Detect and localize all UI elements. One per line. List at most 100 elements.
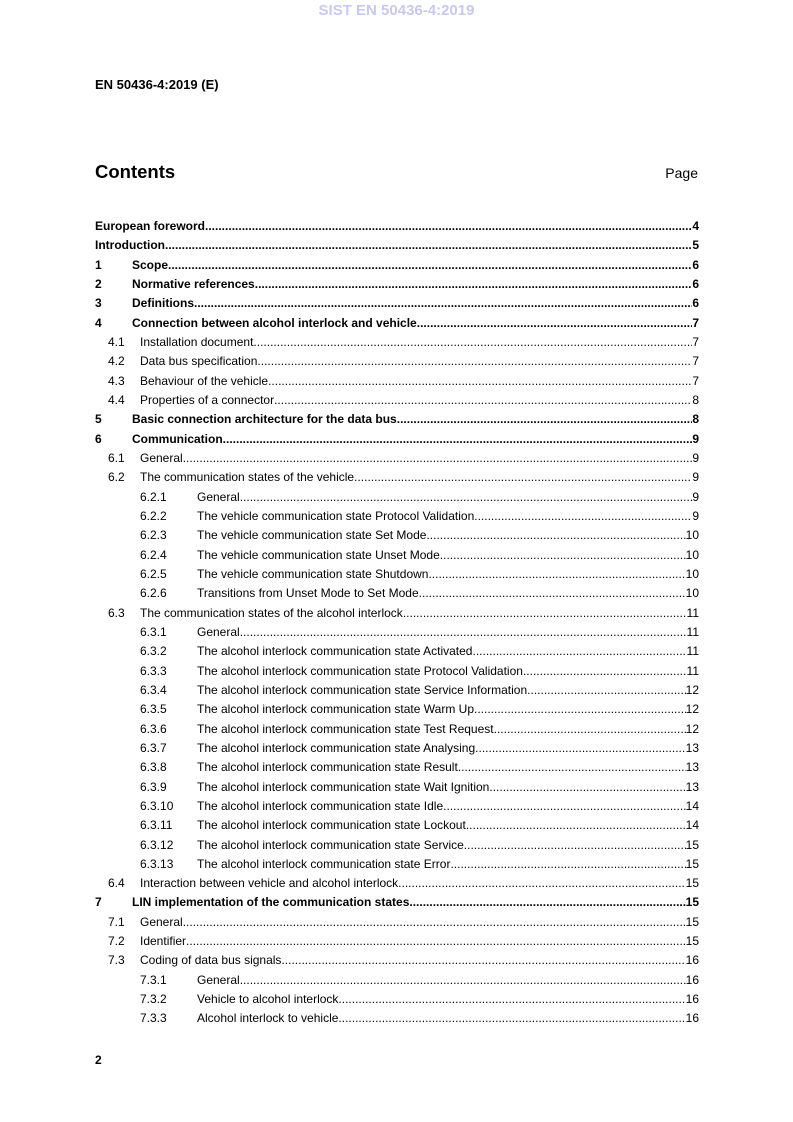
toc-entry[interactable]: 6.3.8 The alcohol interlock communication… — [95, 760, 699, 779]
toc-entry-title[interactable]: The alcohol interlock communication stat… — [197, 779, 490, 794]
toc-entry[interactable]: 6.3.1 General 11 — [95, 625, 699, 644]
toc-entry-title[interactable]: The vehicle communication state Unset Mo… — [197, 547, 440, 562]
toc-entry-title[interactable]: Behaviour of the vehicle — [140, 373, 269, 388]
toc-entry[interactable]: 7.1 General 15 — [95, 915, 699, 934]
toc-entry-page: 9 — [692, 489, 699, 504]
toc-entry[interactable]: 6.3.5 The alcohol interlock communication… — [95, 702, 699, 721]
toc-entry[interactable]: 5 Basic connection architecture for the d… — [95, 412, 699, 431]
dot-leader — [205, 219, 692, 233]
toc-entry-title[interactable]: The alcohol interlock communication stat… — [197, 682, 528, 697]
toc-entry-title[interactable]: The alcohol interlock communication stat… — [197, 798, 444, 813]
toc-entry-title[interactable]: The alcohol interlock communication stat… — [197, 644, 473, 659]
toc-entry[interactable]: 1 Scope 6 — [95, 258, 699, 277]
toc-entry[interactable]: 6.3.10 The alcohol interlock communicatio… — [95, 799, 699, 818]
toc-entry-number: 6.3.8 — [140, 760, 167, 775]
toc-entry[interactable]: 6.4 Interaction between vehicle and alcoh… — [95, 876, 699, 895]
toc-entry[interactable]: Introduction 5 — [95, 238, 699, 257]
toc-entry[interactable]: 6.2.4 The vehicle communication state Uns… — [95, 548, 699, 567]
toc-entry[interactable]: 4.3 Behaviour of the vehicle 7 — [95, 374, 699, 393]
toc-entry-page: 13 — [685, 740, 699, 755]
toc-entry[interactable]: 4.1 Installation document 7 — [95, 335, 699, 354]
toc-entry[interactable]: 7 LIN implementation of the communication… — [95, 895, 699, 914]
toc-entry-title[interactable]: General — [197, 489, 240, 504]
toc-entry-title[interactable]: The alcohol interlock communication stat… — [197, 702, 474, 717]
toc-entry[interactable]: 6.3.4 The alcohol interlock communication… — [95, 683, 699, 702]
toc-entry-title[interactable]: General — [197, 624, 240, 639]
toc-entry-number: 6.3.1 — [140, 624, 167, 639]
dot-leader — [417, 316, 693, 330]
toc-entry[interactable]: 4.4 Properties of a connector 8 — [95, 393, 699, 412]
toc-entry-title[interactable]: Transitions from Unset Mode to Set Mode — [197, 586, 419, 601]
toc-entry-title[interactable]: Scope — [132, 257, 169, 272]
toc-entry[interactable]: 6.2.5 The vehicle communication state Shu… — [95, 567, 699, 586]
toc-entry[interactable]: 6.2.1 General 9 — [95, 490, 699, 509]
toc-entry-title[interactable]: Introduction — [95, 238, 165, 253]
toc-entry[interactable]: 6.3.12 The alcohol interlock communicatio… — [95, 838, 699, 857]
toc-entry-title[interactable]: The alcohol interlock communication stat… — [197, 721, 494, 736]
toc-entry[interactable]: European foreword 4 — [95, 219, 699, 238]
toc-entry[interactable]: 4.2 Data bus specification 7 — [95, 354, 699, 373]
toc-entry[interactable]: 7.2 Identifier 15 — [95, 934, 699, 953]
toc-entry-title[interactable]: The vehicle communication state Set Mode — [197, 528, 427, 543]
toc-entry[interactable]: 6.3 The communication states of the alcoh… — [95, 606, 699, 625]
toc-entry[interactable]: 6.3.11 The alcohol interlock communicatio… — [95, 818, 699, 837]
toc-entry-title[interactable]: The alcohol interlock communication stat… — [197, 856, 451, 871]
toc-entry-title[interactable]: General — [197, 972, 240, 987]
toc-entry[interactable]: 6.3.7 The alcohol interlock communication… — [95, 741, 699, 760]
toc-entry-title[interactable]: Interaction between vehicle and alcohol … — [140, 876, 399, 891]
toc-entry[interactable]: 7.3.2 Vehicle to alcohol interlock 16 — [95, 992, 699, 1011]
toc-entry-title[interactable]: Alcohol interlock to vehicle — [197, 1011, 339, 1026]
toc-entry-title[interactable]: The alcohol interlock communication stat… — [197, 837, 464, 852]
toc-entry-title[interactable]: The vehicle communication state Shutdown — [197, 566, 429, 581]
toc-entry[interactable]: 6.3.6 The alcohol interlock communication… — [95, 722, 699, 741]
toc-entry-title[interactable]: The vehicle communication state Protocol… — [197, 508, 475, 523]
toc-entry-title[interactable]: Connection between alcohol interlock and… — [132, 315, 417, 330]
toc-entry-title[interactable]: European foreword — [95, 219, 206, 233]
toc-entry[interactable]: 6 Communication 9 — [95, 432, 699, 451]
toc-entry-title[interactable]: General — [140, 450, 183, 465]
toc-entry-title[interactable]: Coding of data bus signals — [140, 953, 282, 968]
toc-entry-title[interactable]: Data bus specification — [140, 354, 258, 369]
toc-entry-title[interactable]: The alcohol interlock communication stat… — [197, 740, 476, 755]
toc-entry[interactable]: 7.3.1 General 16 — [95, 973, 699, 992]
dot-leader — [466, 818, 686, 832]
toc-entry-page: 6 — [692, 296, 699, 311]
dot-leader — [494, 722, 686, 736]
toc-entry[interactable]: 6.3.2 The alcohol interlock communication… — [95, 644, 699, 663]
toc-entry[interactable]: 3 Definitions 6 — [95, 296, 699, 315]
toc-entry-number: 6.2.4 — [140, 547, 167, 562]
toc-entry-title[interactable]: LIN implementation of the communication … — [132, 895, 410, 910]
toc-entry[interactable]: 6.2.3 The vehicle communication state Set… — [95, 528, 699, 547]
toc-entry-title[interactable]: Basic connection architecture for the da… — [132, 412, 397, 427]
toc-entry-title[interactable]: The communication states of the vehicle — [140, 470, 355, 485]
toc-entry-title[interactable]: The alcohol interlock communication stat… — [197, 663, 523, 678]
toc-entry-title[interactable]: The alcohol interlock communication stat… — [197, 760, 458, 775]
toc-entry-title[interactable]: Communication — [132, 431, 223, 446]
toc-entry-title[interactable]: Normative references — [132, 276, 255, 291]
toc-entry-title[interactable]: Vehicle to alcohol interlock — [197, 992, 339, 1007]
toc-entry[interactable]: 4 Connection between alcohol interlock an… — [95, 316, 699, 335]
toc-entry[interactable]: 6.2 The communication states of the vehic… — [95, 470, 699, 489]
toc-entry-number: 4.1 — [108, 334, 125, 349]
toc-entry[interactable]: 6.3.3 The alcohol interlock communication… — [95, 664, 699, 683]
toc-entry-title[interactable]: Identifier — [140, 934, 187, 949]
dot-leader — [474, 509, 692, 523]
toc-entry[interactable]: 6.2.6 Transitions from Unset Mode to Set … — [95, 586, 699, 605]
toc-entry[interactable]: 2 Normative references 6 — [95, 277, 699, 296]
toc-entry-title[interactable]: Properties of a connector — [140, 392, 275, 407]
toc-entry[interactable]: 7.3 Coding of data bus signals 16 — [95, 953, 699, 972]
toc-entry[interactable]: 6.1 General 9 — [95, 451, 699, 470]
toc-entry-title[interactable]: Installation document — [140, 334, 254, 349]
toc-entry[interactable]: 6.2.2 The vehicle communication state Pro… — [95, 509, 699, 528]
toc-entry[interactable]: 6.3.9 The alcohol interlock communication… — [95, 780, 699, 799]
toc-entry-title[interactable]: The alcohol interlock communication stat… — [197, 818, 466, 833]
toc-entry-title[interactable]: The communication states of the alcohol … — [140, 605, 403, 620]
toc-entry-number: 7.1 — [108, 914, 125, 929]
toc-entry[interactable]: 7.3.3 Alcohol interlock to vehicle 16 — [95, 1011, 699, 1030]
toc-entry-title[interactable]: General — [140, 914, 183, 929]
toc-entry-number: 6.3.9 — [140, 779, 167, 794]
toc-entry-number: 6.3.3 — [140, 663, 167, 678]
toc-entry[interactable]: 6.3.13 The alcohol interlock communicatio… — [95, 857, 699, 876]
document-id: EN 50436-4:2019 (E) — [95, 77, 219, 92]
toc-entry-title[interactable]: Definitions — [132, 296, 194, 311]
